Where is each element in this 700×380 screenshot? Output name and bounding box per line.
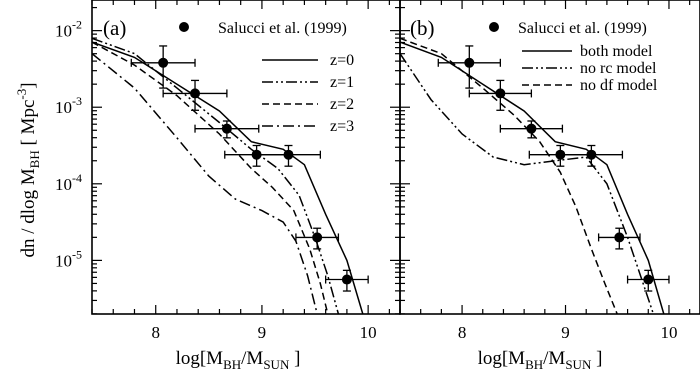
data-point xyxy=(643,274,654,285)
x-axis-label-a: log[MBH/MSUN ] xyxy=(176,348,301,372)
series-line xyxy=(92,37,340,314)
data-point xyxy=(190,88,201,99)
x-tick-label: 8 xyxy=(458,323,467,342)
series-line xyxy=(92,53,318,314)
data-point xyxy=(283,149,294,160)
x-tick-label: 10 xyxy=(360,323,377,342)
legend-marker xyxy=(179,22,189,32)
series-line xyxy=(92,41,364,314)
legend-series-label: z=2 xyxy=(330,96,354,113)
legend-marker xyxy=(489,22,499,32)
panel-b-frame xyxy=(399,0,700,315)
data-point xyxy=(158,57,169,68)
legend-series-label: both model xyxy=(580,43,653,60)
y-tick-label: 10-3 xyxy=(55,94,82,117)
y-tick-label: 10-5 xyxy=(55,247,82,270)
panel-b: 8 9 10 (b) Salucci et al. (1999) both model… xyxy=(399,0,700,342)
panel-a: 8 9 10 10-2 10-3 10-4 10-5 (a) Salucci et al. … xyxy=(55,0,401,342)
legend-obs-label: Salucci et al. (1999) xyxy=(218,20,347,37)
y-axis-label: dn / dlog MBH [ Mpc-3] xyxy=(14,82,42,257)
x-tick-label: 8 xyxy=(151,323,160,342)
data-point xyxy=(341,274,352,285)
data-point xyxy=(526,123,537,134)
data-point xyxy=(495,88,506,99)
panel-a-label: (a) xyxy=(103,16,126,40)
legend-obs-label: Salucci et al. (1999) xyxy=(518,20,647,37)
panel-a-legend: Salucci et al. (1999) z=0 z=1 z=2 z=3 xyxy=(179,20,354,135)
legend-series-label: no rc model xyxy=(580,60,657,77)
x-axis-label-b: log[MBH/MSUN ] xyxy=(478,348,603,372)
y-tick-label: 10-2 xyxy=(55,18,82,41)
legend-series-label: z=0 xyxy=(330,52,354,69)
data-point xyxy=(221,123,232,134)
data-point xyxy=(586,149,597,160)
data-point xyxy=(464,57,475,68)
panel-a-frame xyxy=(91,0,401,315)
x-tick-label: 9 xyxy=(258,323,267,342)
x-tick-label: 9 xyxy=(561,323,570,342)
series-line xyxy=(400,37,618,314)
x-tick-label: 10 xyxy=(660,323,677,342)
panel-b-label: (b) xyxy=(410,16,435,40)
legend-series-label: z=1 xyxy=(330,74,354,91)
legend-series-label: z=3 xyxy=(330,118,354,135)
data-point xyxy=(312,232,323,243)
data-point xyxy=(614,232,625,243)
series-line xyxy=(400,53,655,314)
series-line xyxy=(92,41,329,314)
y-tick-label: 10-4 xyxy=(55,171,82,194)
legend-series-label: no df model xyxy=(580,77,658,94)
